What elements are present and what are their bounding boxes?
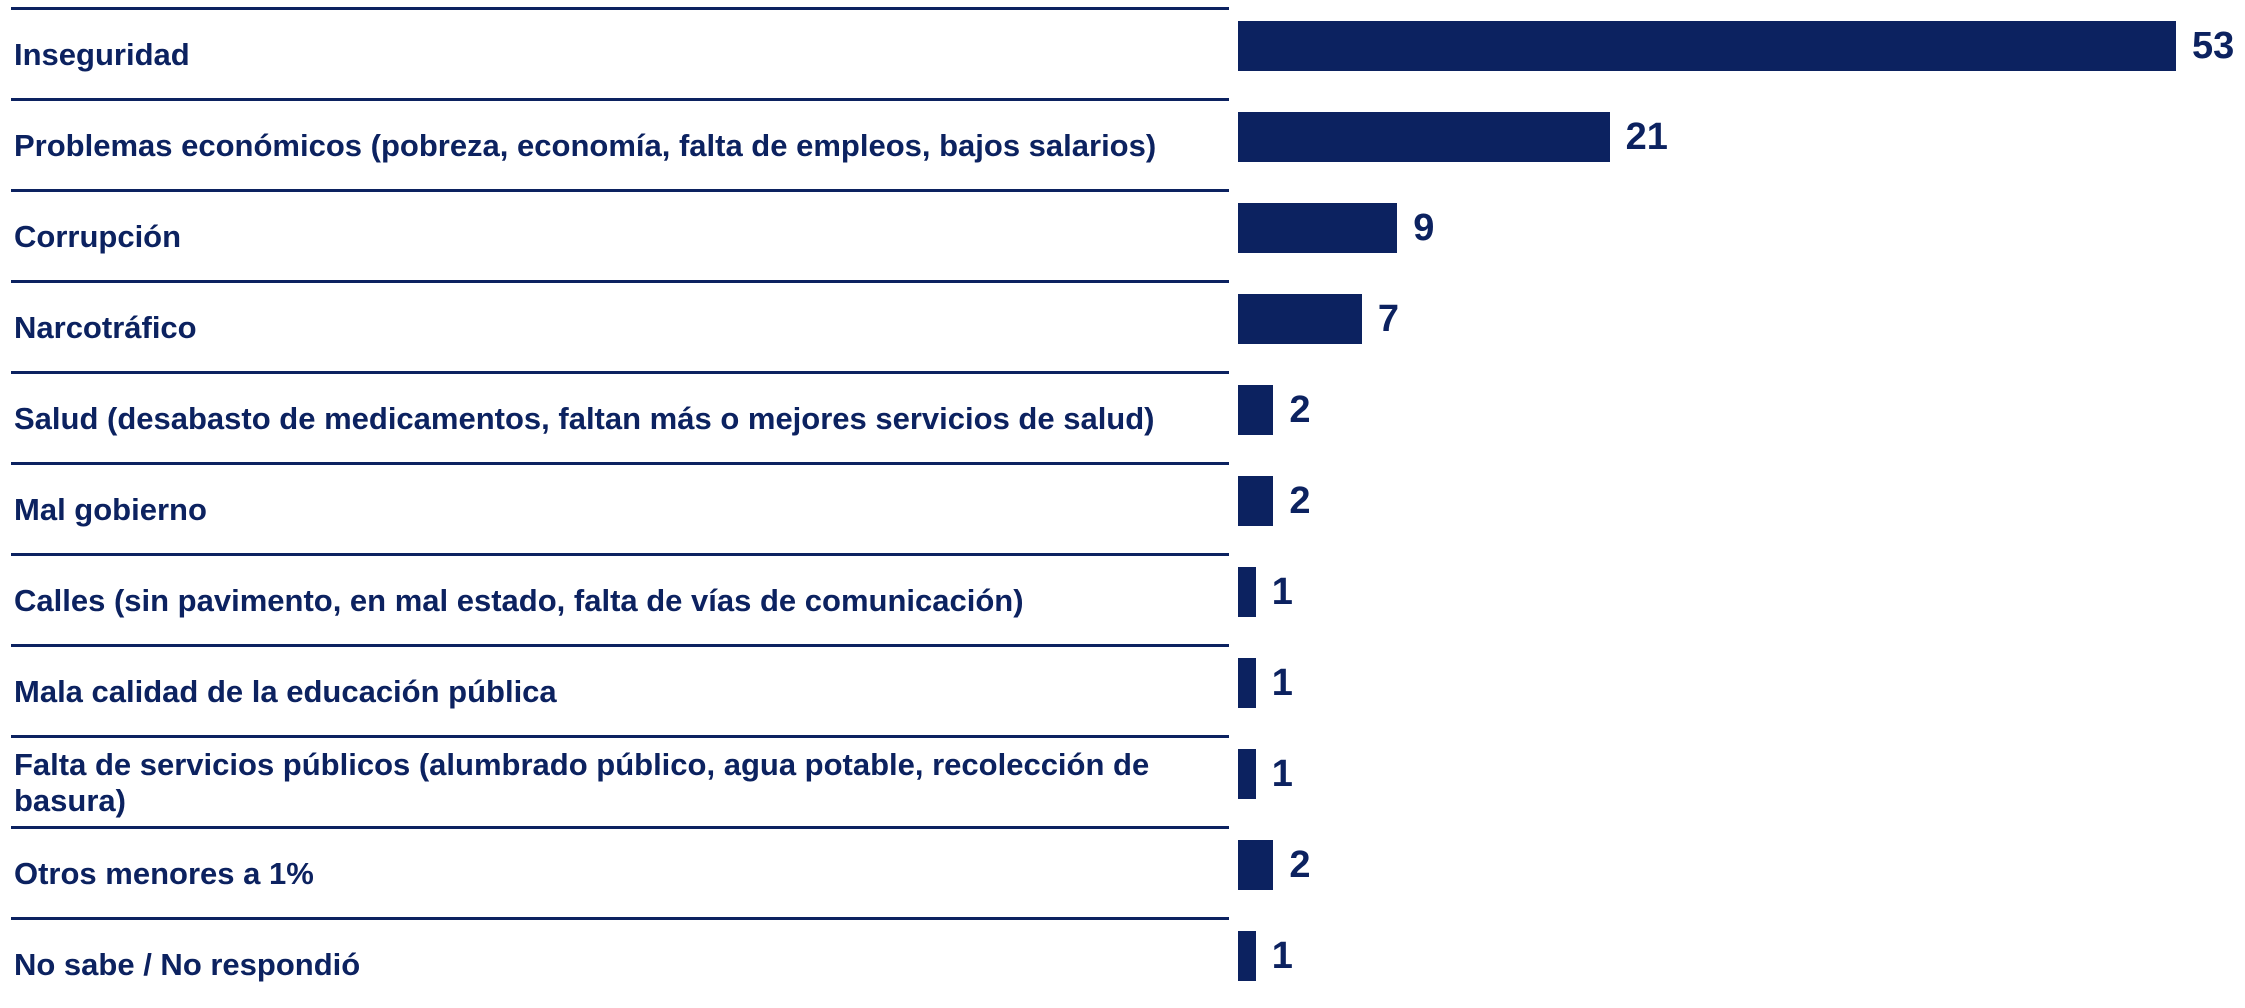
category-label: Inseguridad: [14, 36, 190, 72]
value-label: 53: [2192, 25, 2235, 67]
row-separator: [11, 553, 1229, 556]
value-label: 1: [1271, 753, 1293, 795]
row-separator: [11, 371, 1229, 374]
category-label: Mala calidad de la educación pública: [14, 673, 557, 709]
category-label: No sabe / No respondió: [14, 946, 361, 982]
row-separator: [11, 462, 1229, 465]
bar: [1238, 294, 1362, 344]
category-label: Calles (sin pavimento, en mal estado, fa…: [14, 582, 1024, 618]
bar: [1238, 385, 1274, 435]
value-label: 1: [1271, 571, 1293, 613]
row-separator: [11, 826, 1229, 829]
bar: [1238, 658, 1256, 708]
bar: [1238, 931, 1256, 981]
value-label: 7: [1377, 298, 1400, 340]
row-separator: [11, 189, 1229, 192]
row-separator: [11, 98, 1229, 101]
value-label: 2: [1289, 389, 1311, 431]
row-separator: [11, 917, 1229, 920]
bar: [1238, 840, 1274, 890]
bar: [1238, 476, 1274, 526]
row-separator: [11, 280, 1229, 283]
category-label: Corrupción: [14, 218, 182, 254]
value-label: 21: [1625, 116, 1668, 158]
row-separator: [11, 644, 1229, 647]
bar: [1238, 567, 1256, 617]
value-label: 9: [1413, 207, 1435, 249]
category-label: Falta de servicios públicos (alumbrado p…: [14, 746, 1150, 818]
category-label: Salud (desabasto de medicamentos, faltan…: [14, 400, 1155, 436]
bar: [1238, 203, 1398, 253]
bar: [1238, 112, 1610, 162]
category-label: Narcotráfico: [14, 309, 197, 345]
value-label: 2: [1289, 844, 1311, 886]
value-label: 1: [1271, 662, 1293, 704]
value-label: 1: [1271, 935, 1293, 977]
category-label: Otros menores a 1%: [14, 855, 314, 891]
category-label: Mal gobierno: [14, 491, 207, 527]
row-separator: [11, 7, 1229, 10]
bar: [1238, 749, 1256, 799]
value-label: 2: [1289, 480, 1311, 522]
row-separator: [11, 735, 1229, 738]
bar: [1238, 21, 2176, 71]
category-label: Problemas económicos (pobreza, economía,…: [14, 127, 1157, 163]
